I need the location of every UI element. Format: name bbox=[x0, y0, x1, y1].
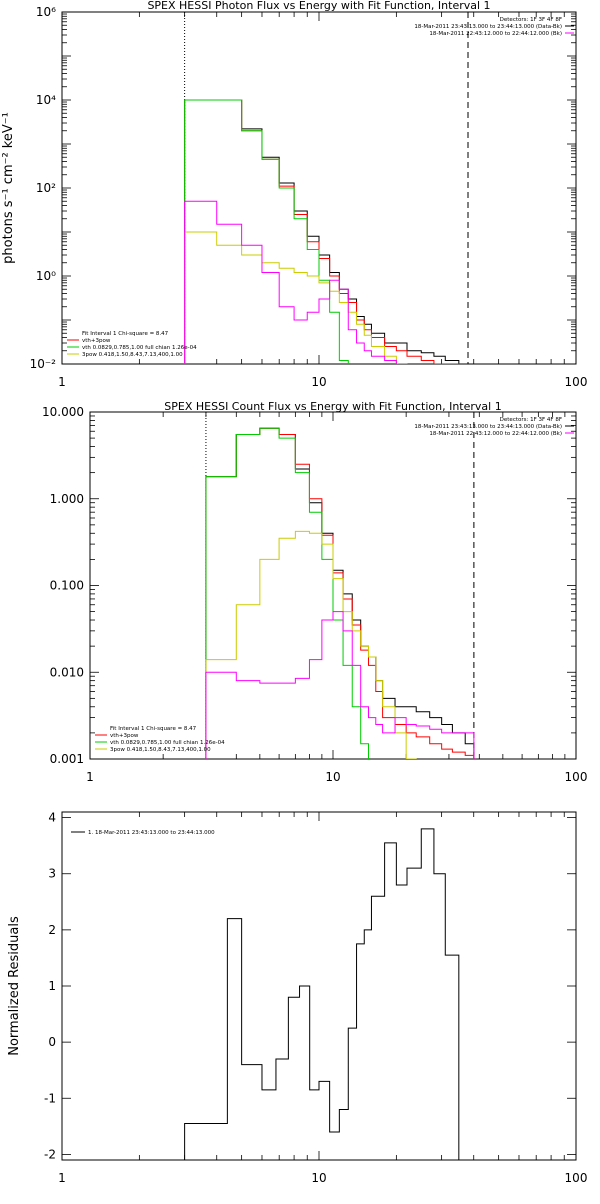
y-tick-label: 3 bbox=[48, 867, 56, 881]
y-tick-label: 10⁰ bbox=[36, 269, 56, 283]
x-tick-label: 100 bbox=[565, 1171, 588, 1185]
x-tick-label: 10 bbox=[311, 375, 326, 389]
series-line-4 bbox=[205, 530, 417, 759]
y-tick-label: 10.000 bbox=[42, 405, 84, 419]
y-axis-label: photons s⁻¹ cm⁻² keV⁻¹ bbox=[1, 112, 16, 264]
x-tick-label: 100 bbox=[565, 770, 588, 784]
y-tick-label: -2 bbox=[44, 1147, 56, 1161]
y-tick-label: 10⁻² bbox=[30, 357, 57, 371]
legend-entry: Fit Interval 1 Chi-square = 8.47 bbox=[82, 331, 169, 337]
y-tick-label: 1 bbox=[48, 979, 56, 993]
plot-frame bbox=[61, 811, 577, 1161]
legend: 1. 18-Mar-2011 23:43:13.000 to 23:44:13.… bbox=[71, 830, 215, 836]
x-tick-label: 1 bbox=[58, 375, 66, 389]
series-line-3 bbox=[205, 427, 370, 759]
y-tick-label: 0.100 bbox=[50, 579, 84, 593]
series-line-1 bbox=[184, 99, 460, 364]
y-axis-label: Normalized Residuals bbox=[7, 916, 22, 1056]
series-line-1 bbox=[205, 427, 475, 759]
x-tick-label: 100 bbox=[565, 375, 588, 389]
legend-entry: vth 0.0829,0.785,1.00 full chian 1.26e-0… bbox=[82, 345, 197, 351]
y-tick-label: 1.000 bbox=[50, 492, 84, 506]
chart-panel-2: SPEX HESSI Count Flux vs Energy with Fit… bbox=[42, 400, 588, 784]
y-tick-label: 4 bbox=[48, 811, 56, 825]
plot-area bbox=[205, 412, 475, 759]
legend-entry: 3pow 0.418,1.50,8.43,7.13,400,1.00 bbox=[110, 747, 211, 753]
legend-entry: Detectors: 1F 3F 4F 8F bbox=[500, 17, 562, 23]
series-line-2 bbox=[205, 427, 475, 759]
legend-entry: 18-Mar-2011 22:43:12.000 to 22:44:12.000… bbox=[429, 431, 562, 437]
legend-entry: vth 0.0829,0.785,1.00 full chian 1.26e-0… bbox=[110, 740, 225, 746]
chart-panel-1: SPEX HESSI Photon Flux vs Energy with Fi… bbox=[1, 0, 588, 389]
legend-entry: 3pow 0.418,1.50,8.43,7.13,400,1.00 bbox=[82, 352, 183, 358]
series-line-5 bbox=[205, 611, 475, 759]
chart-title: SPEX HESSI Count Flux vs Energy with Fit… bbox=[164, 400, 501, 413]
legend-entry: 1. 18-Mar-2011 23:43:13.000 to 23:44:13.… bbox=[88, 830, 215, 836]
legend-entry: 18-Mar-2011 22:43:12.000 to 22:44:12.000… bbox=[429, 31, 562, 37]
y-tick-label: 0.001 bbox=[50, 752, 84, 766]
x-tick-label: 1 bbox=[58, 1171, 66, 1185]
series-line-2 bbox=[184, 99, 460, 364]
legend-entry: 18-Mar-2011 23:43:13.000 to 23:44:13.000… bbox=[414, 424, 562, 430]
y-tick-label: 0 bbox=[48, 1035, 56, 1049]
y-tick-label: 10⁶ bbox=[36, 5, 56, 19]
y-tick-label: 2 bbox=[48, 923, 56, 937]
legend-entry: Detectors: 1F 3F 4F 8F bbox=[500, 417, 562, 423]
legend: Fit Interval 1 Chi-square = 8.47vth+3pow… bbox=[95, 726, 225, 753]
chart-panel-3: 1 10 100 -2 -1 0 1 2 3 4 Normalized Residuals 1. 18… bbox=[7, 811, 587, 1185]
plot-area bbox=[184, 828, 460, 1160]
y-tick-label: 10⁴ bbox=[36, 93, 56, 107]
chart-title: SPEX HESSI Photon Flux vs Energy with Fi… bbox=[147, 0, 490, 12]
x-tick-label: 10 bbox=[325, 770, 340, 784]
series-line-5 bbox=[184, 200, 408, 364]
legend-entry: vth+3pow bbox=[82, 338, 111, 344]
series-line-3 bbox=[184, 99, 349, 364]
x-tick-label: 10 bbox=[311, 1171, 326, 1185]
legend-entry: 18-Mar-2011 23:43:13.000 to 23:44:13.000… bbox=[414, 24, 562, 30]
legend-entry: Fit Interval 1 Chi-square = 8.47 bbox=[110, 726, 197, 732]
legend-entry: vth+3pow bbox=[110, 733, 139, 739]
plot-area bbox=[184, 12, 469, 364]
legend: Fit Interval 1 Chi-square = 8.47vth+3pow… bbox=[67, 331, 197, 358]
y-tick-label: 0.010 bbox=[50, 665, 84, 679]
y-tick-label: 10² bbox=[36, 181, 56, 195]
x-tick-label: 1 bbox=[86, 770, 94, 784]
series-line-1 bbox=[184, 828, 460, 1160]
y-tick-label: -1 bbox=[44, 1091, 56, 1105]
